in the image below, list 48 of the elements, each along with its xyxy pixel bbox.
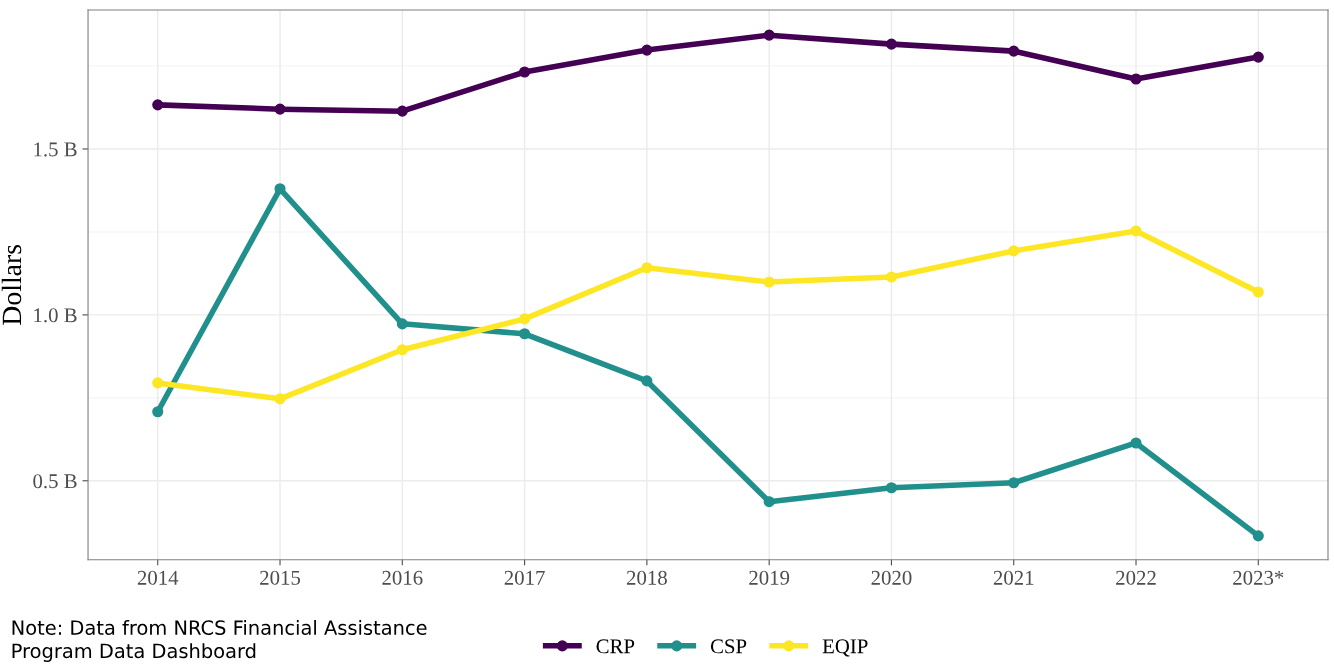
- x-tick-label: 2014: [137, 570, 179, 585]
- point: [1252, 286, 1264, 298]
- point: [1130, 73, 1142, 85]
- point: [1130, 437, 1142, 449]
- text: Note: Data from NRCS Financial Assistance Program Data Dashboard: [12, 619, 427, 663]
- point: [763, 29, 775, 41]
- x-tick-label: 2015: [260, 570, 301, 585]
- point: [274, 103, 286, 115]
- point: [763, 276, 775, 288]
- x-tick-label: 2022: [1116, 570, 1156, 585]
- y-tick-label: 1.5 B: [34, 142, 77, 157]
- x-tick-label: 2023*: [1233, 570, 1284, 585]
- point: [885, 38, 898, 50]
- x-tick-label: 2020: [871, 570, 912, 585]
- point: [519, 313, 531, 325]
- point: [641, 375, 653, 387]
- point: [396, 318, 408, 330]
- y-tick-label: 0.5 B: [33, 474, 77, 489]
- y-axis-title: Dollars: [1, 244, 22, 325]
- legend-label: EQIP: [822, 639, 868, 657]
- legend-label: CSP: [710, 639, 747, 654]
- point: [1008, 245, 1020, 257]
- point: [152, 377, 164, 389]
- point: [519, 66, 531, 78]
- point: [396, 344, 408, 356]
- legend-label: CRP: [596, 639, 635, 654]
- point: [274, 393, 286, 405]
- point: [1252, 530, 1264, 542]
- point: [1252, 51, 1264, 63]
- x-tick-label: 2021: [993, 570, 1034, 585]
- point: [1130, 225, 1142, 237]
- point: [641, 44, 653, 56]
- point: [885, 271, 898, 283]
- x-tick-label: 2016: [382, 570, 423, 585]
- point: [763, 496, 775, 508]
- point: [641, 262, 653, 274]
- point: [396, 105, 408, 117]
- x-tick-label: 2019: [749, 570, 790, 585]
- x-tick-label: 2017: [504, 570, 545, 585]
- x-tick-label: 2018: [626, 570, 667, 585]
- y-tick-label: 1.0 B: [34, 308, 77, 323]
- point: [274, 183, 286, 195]
- point: [152, 406, 164, 418]
- point: [1008, 45, 1020, 57]
- point: [1008, 477, 1020, 489]
- point: [152, 99, 164, 111]
- point: [885, 482, 898, 494]
- point: [519, 328, 531, 340]
